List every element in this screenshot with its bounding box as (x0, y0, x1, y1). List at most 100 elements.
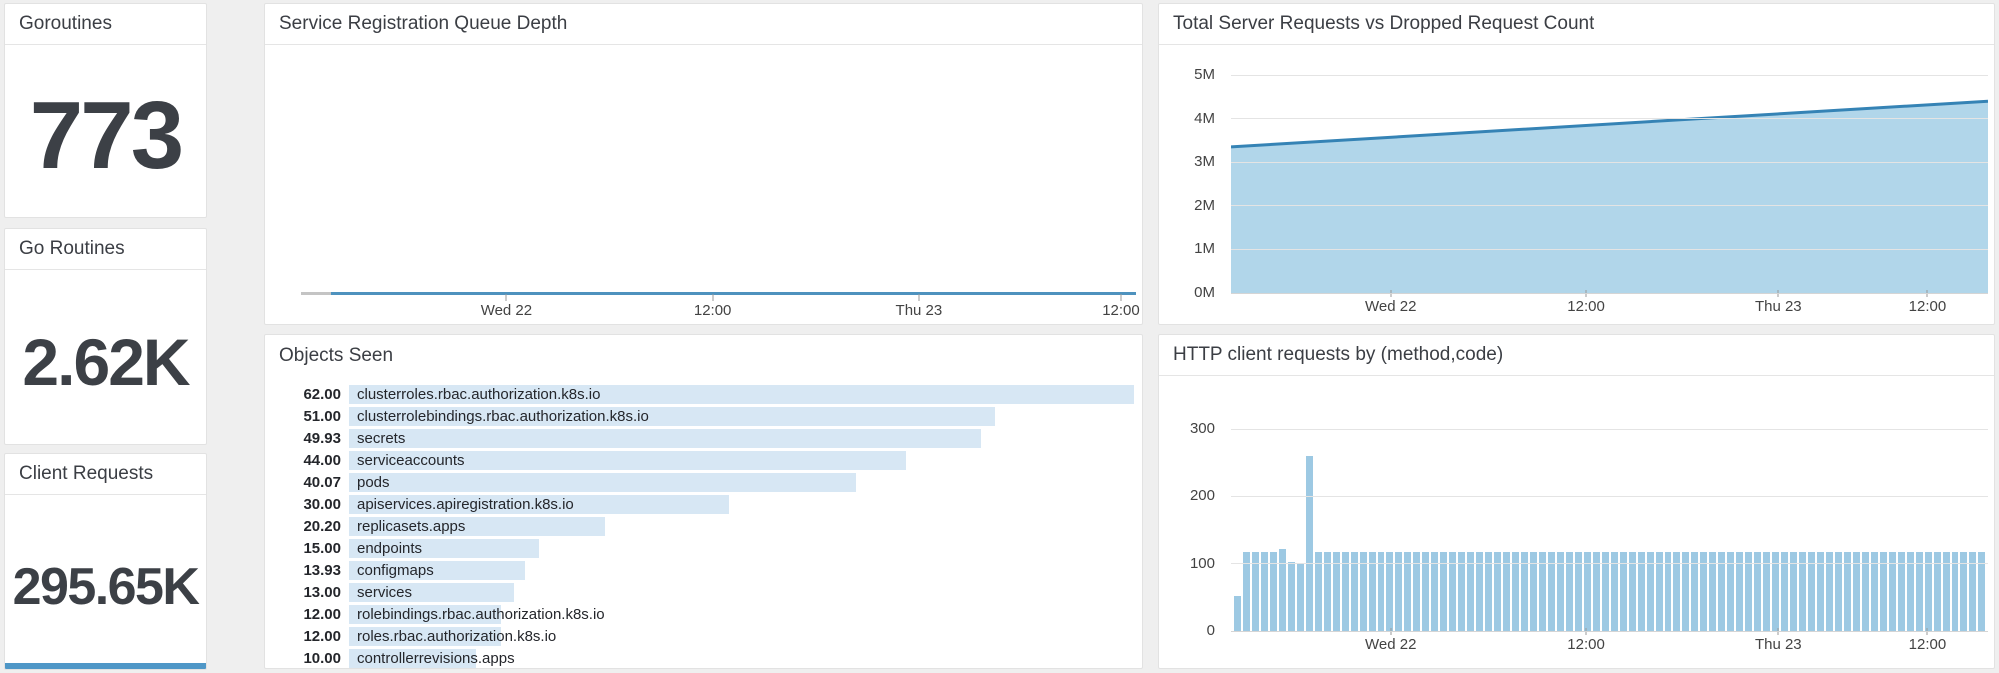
http-bar[interactable] (1816, 551, 1824, 631)
http-bar[interactable] (1610, 551, 1618, 631)
http-bar[interactable] (1404, 551, 1412, 631)
http-bar[interactable] (1736, 551, 1744, 631)
http-bar[interactable] (1691, 551, 1699, 631)
http-bar[interactable] (1251, 551, 1259, 631)
http-bar[interactable] (1861, 551, 1869, 631)
http-bar[interactable] (1278, 548, 1286, 631)
http-bar[interactable] (1287, 561, 1295, 631)
http-bar[interactable] (1781, 551, 1789, 631)
queue-depth-plot[interactable]: Wed 22 12:00 Thu 23 12:00 (301, 49, 1140, 319)
objects-seen-row[interactable]: 44.00 serviceaccounts (279, 449, 1134, 471)
http-bar[interactable] (1242, 551, 1250, 631)
http-bar[interactable] (1556, 551, 1564, 631)
http-bar[interactable] (1906, 551, 1914, 631)
http-bar[interactable] (1377, 551, 1385, 631)
http-bar[interactable] (1305, 455, 1313, 631)
http-bar[interactable] (1808, 551, 1815, 631)
http-bar[interactable] (1485, 551, 1493, 631)
http-bar[interactable] (1323, 551, 1331, 631)
objects-seen-row[interactable]: 13.93 configmaps (279, 559, 1134, 581)
http-bar[interactable] (1395, 551, 1403, 631)
http-bar[interactable] (1449, 551, 1457, 631)
http-bar[interactable] (1386, 551, 1394, 631)
http-bar[interactable] (1924, 551, 1932, 631)
http-bar[interactable] (1503, 551, 1511, 631)
http-bar[interactable] (1960, 551, 1968, 631)
objects-seen-row[interactable]: 12.00 rolebindings.rbac.authorization.k8s… (279, 603, 1134, 625)
http-bar[interactable] (1870, 551, 1878, 631)
http-bar[interactable] (1799, 551, 1806, 631)
panel-title[interactable]: Goroutines (19, 13, 112, 34)
http-bar[interactable] (1601, 551, 1609, 631)
http-bar[interactable] (1368, 551, 1376, 631)
http-bar[interactable] (1879, 551, 1887, 631)
http-bar[interactable] (1341, 551, 1349, 631)
objects-seen-row[interactable]: 13.00 services (279, 581, 1134, 603)
http-bar[interactable] (1529, 551, 1537, 631)
http-bar[interactable] (1852, 551, 1860, 631)
http-bar[interactable] (1718, 551, 1726, 631)
http-bar[interactable] (1512, 551, 1519, 631)
http-bar[interactable] (1834, 551, 1842, 631)
http-bar[interactable] (1655, 551, 1663, 631)
http-bar[interactable] (1933, 551, 1941, 631)
http-bar[interactable] (1467, 551, 1475, 631)
http-bar[interactable] (1458, 551, 1466, 631)
http-bar[interactable] (1431, 551, 1439, 631)
http-bar[interactable] (1583, 551, 1591, 631)
http-bar[interactable] (1951, 551, 1959, 631)
objects-seen-row[interactable]: 40.07 pods (279, 471, 1134, 493)
http-bar[interactable] (1565, 551, 1573, 631)
http-bar[interactable] (1440, 551, 1448, 631)
http-bar[interactable] (1825, 551, 1833, 631)
objects-seen-row[interactable]: 49.93 secrets (279, 427, 1134, 449)
objects-seen-row[interactable]: 12.00 roles.rbac.authorization.k8s.io (279, 625, 1134, 647)
http-bar[interactable] (1413, 551, 1421, 631)
http-bar[interactable] (1897, 551, 1905, 631)
http-bar[interactable] (1727, 551, 1735, 631)
http-bar[interactable] (1682, 551, 1690, 631)
http-bar[interactable] (1664, 551, 1672, 631)
http-bar[interactable] (1754, 551, 1762, 631)
http-bar[interactable] (1745, 551, 1753, 631)
http-requests-plot[interactable]: Wed 22 12:00 Thu 23 12:00 (1231, 428, 1988, 653)
http-bar[interactable] (1521, 551, 1528, 631)
http-bar[interactable] (1790, 551, 1798, 631)
http-bar[interactable] (1422, 551, 1430, 631)
objects-seen-row[interactable]: 20.20 replicasets.apps (279, 515, 1134, 537)
http-bar[interactable] (1915, 551, 1923, 631)
http-bar[interactable] (1619, 551, 1627, 631)
objects-seen-row[interactable]: 62.00 clusterroles.rbac.authorization.k8s… (279, 383, 1134, 405)
http-bar[interactable] (1234, 596, 1241, 631)
objects-seen-row[interactable]: 10.00 controllerrevisions.apps (279, 647, 1134, 668)
objects-seen-row[interactable]: 15.00 endpoints (279, 537, 1134, 559)
http-bar[interactable] (1359, 551, 1367, 631)
http-bar[interactable] (1350, 551, 1358, 631)
http-bar[interactable] (1332, 551, 1340, 631)
http-bar[interactable] (1314, 551, 1322, 631)
http-bar[interactable] (1260, 551, 1268, 631)
panel-title[interactable]: HTTP client requests by (method,code) (1173, 344, 1504, 365)
http-bar[interactable] (1494, 551, 1502, 631)
http-bar[interactable] (1574, 551, 1582, 631)
objects-seen-row[interactable]: 30.00 apiservices.apiregistration.k8s.io (279, 493, 1134, 515)
http-bar[interactable] (1673, 551, 1681, 631)
http-bar[interactable] (1888, 551, 1896, 631)
http-bar[interactable] (1843, 551, 1851, 631)
http-bar[interactable] (1628, 551, 1636, 631)
http-bar[interactable] (1772, 551, 1780, 631)
http-bar[interactable] (1592, 551, 1600, 631)
http-bar[interactable] (1700, 551, 1708, 631)
objects-seen-row[interactable]: 51.00 clusterrolebindings.rbac.authorizat… (279, 405, 1134, 427)
panel-title[interactable]: Objects Seen (279, 344, 394, 366)
server-requests-plot[interactable]: Wed 22 12:00 Thu 23 12:00 (1231, 74, 1988, 315)
http-bar[interactable] (1709, 551, 1717, 631)
panel-title[interactable]: Total Server Requests vs Dropped Request… (1173, 13, 1595, 34)
http-bar[interactable] (1969, 551, 1977, 631)
http-bar[interactable] (1547, 551, 1555, 631)
http-bar[interactable] (1269, 551, 1277, 631)
http-bar[interactable] (1637, 551, 1645, 631)
http-bar[interactable] (1763, 551, 1771, 631)
panel-title[interactable]: Service Registration Queue Depth (279, 13, 568, 34)
http-bar[interactable] (1978, 551, 1986, 631)
